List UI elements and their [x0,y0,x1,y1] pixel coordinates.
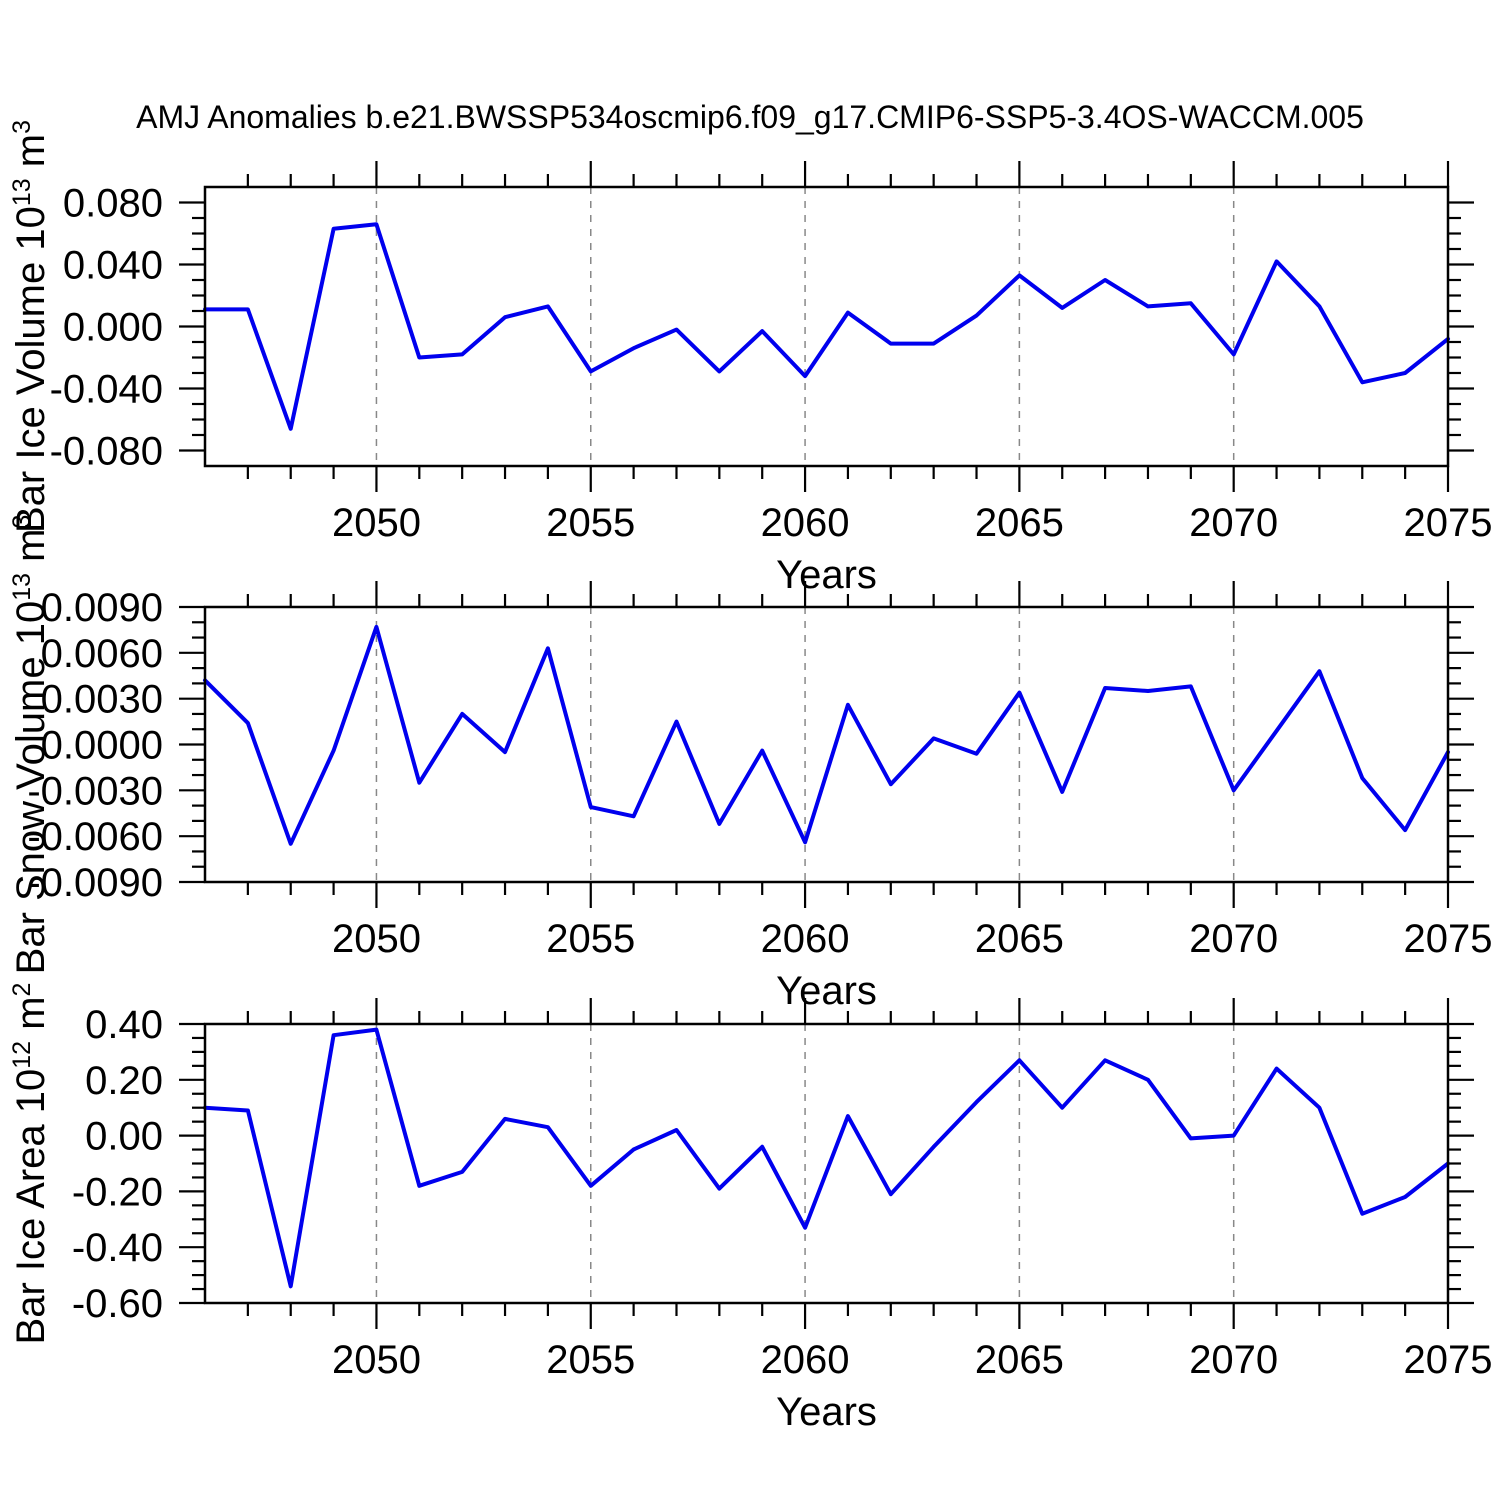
y-tick-label: -0.0090 [27,861,163,905]
y-tick-label: 0.0090 [41,586,163,630]
y-tick-label: 0.0060 [41,632,163,676]
y-tick-label: -0.080 [50,430,163,474]
panel-ice-volume: 2050 2055 2060 2065 2070 2075 0.080 0.040 0.000 -… [8,120,1492,597]
x-tick-label: 2075 [1404,501,1493,545]
x-tick-label: 2060 [761,501,850,545]
x-axis-title: Years [776,1390,877,1434]
panel-snow-volume: 2050 2055 2060 2065 2070 20750.00900.00600.00… [8,515,1492,1013]
x-tick-label: 2070 [1189,917,1278,961]
x-axis-title: Years [776,553,877,597]
x-tick-label: 2055 [546,501,635,545]
y-tick-label: 0.0030 [41,678,163,722]
chart-title: AMJ Anomalies b.e21.BWSSP534oscmip6.f09_… [136,99,1364,135]
x-tick-label: 2065 [975,501,1064,545]
y-tick-label: -0.0060 [27,815,163,859]
series-line-snow-volume [203,624,1450,846]
y-axis-title: Bar Ice Volume 1013 m3 [8,120,53,533]
y-axis-title: Bar Ice Area 1012 m2 [8,983,53,1345]
y-tick-label: 0.000 [63,306,163,350]
x-tick-label: 2070 [1189,501,1278,545]
y-tick-label: -0.040 [50,368,163,412]
y-tick-label: 0.00 [85,1115,163,1159]
x-tick-label: 2075 [1404,917,1493,961]
x-tick-label: 2055 [546,1338,635,1382]
x-axis-title: Years [776,969,877,1013]
x-tick-label: 2060 [761,917,850,961]
panel-ice-area: 2050 2055 2060 2065 2070 2075 0.40 0.20 0.00 -0.2… [8,983,1492,1434]
y-axis-title: Bar Snow Volume 1013 m3 [8,515,53,975]
x-tick-label: 2050 [332,1338,421,1382]
y-tick-label: 0.080 [63,182,163,226]
y-tick-label: 0.040 [63,244,163,288]
y-tick-label: -0.60 [72,1282,163,1326]
x-tick-label: 2070 [1189,1338,1278,1382]
x-tick-label: 2060 [761,1338,850,1382]
series-line-ice-volume [203,222,1450,431]
y-tick-label: 0.20 [85,1059,163,1103]
x-tick-label: 2065 [975,917,1064,961]
x-tick-label: 2050 [332,501,421,545]
x-tick-label: 2065 [975,1338,1064,1382]
y-tick-label: -0.40 [72,1226,163,1270]
x-tick-label: 2075 [1404,1338,1493,1382]
series-line-ice-area [203,1027,1450,1289]
x-tick-label: 2050 [332,917,421,961]
y-tick-label: 0.40 [85,1003,163,1047]
y-tick-label: -0.20 [72,1170,163,1214]
y-tick-label: 0.0000 [41,724,163,768]
x-tick-label: 2055 [546,917,635,961]
y-tick-label: -0.0030 [27,769,163,813]
